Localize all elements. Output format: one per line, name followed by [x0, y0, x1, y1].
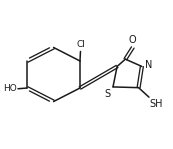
Text: N: N [145, 60, 152, 70]
Text: Cl: Cl [76, 40, 85, 49]
Text: O: O [129, 35, 137, 45]
Text: SH: SH [150, 99, 163, 109]
Text: S: S [104, 89, 110, 99]
Text: HO: HO [3, 84, 17, 93]
